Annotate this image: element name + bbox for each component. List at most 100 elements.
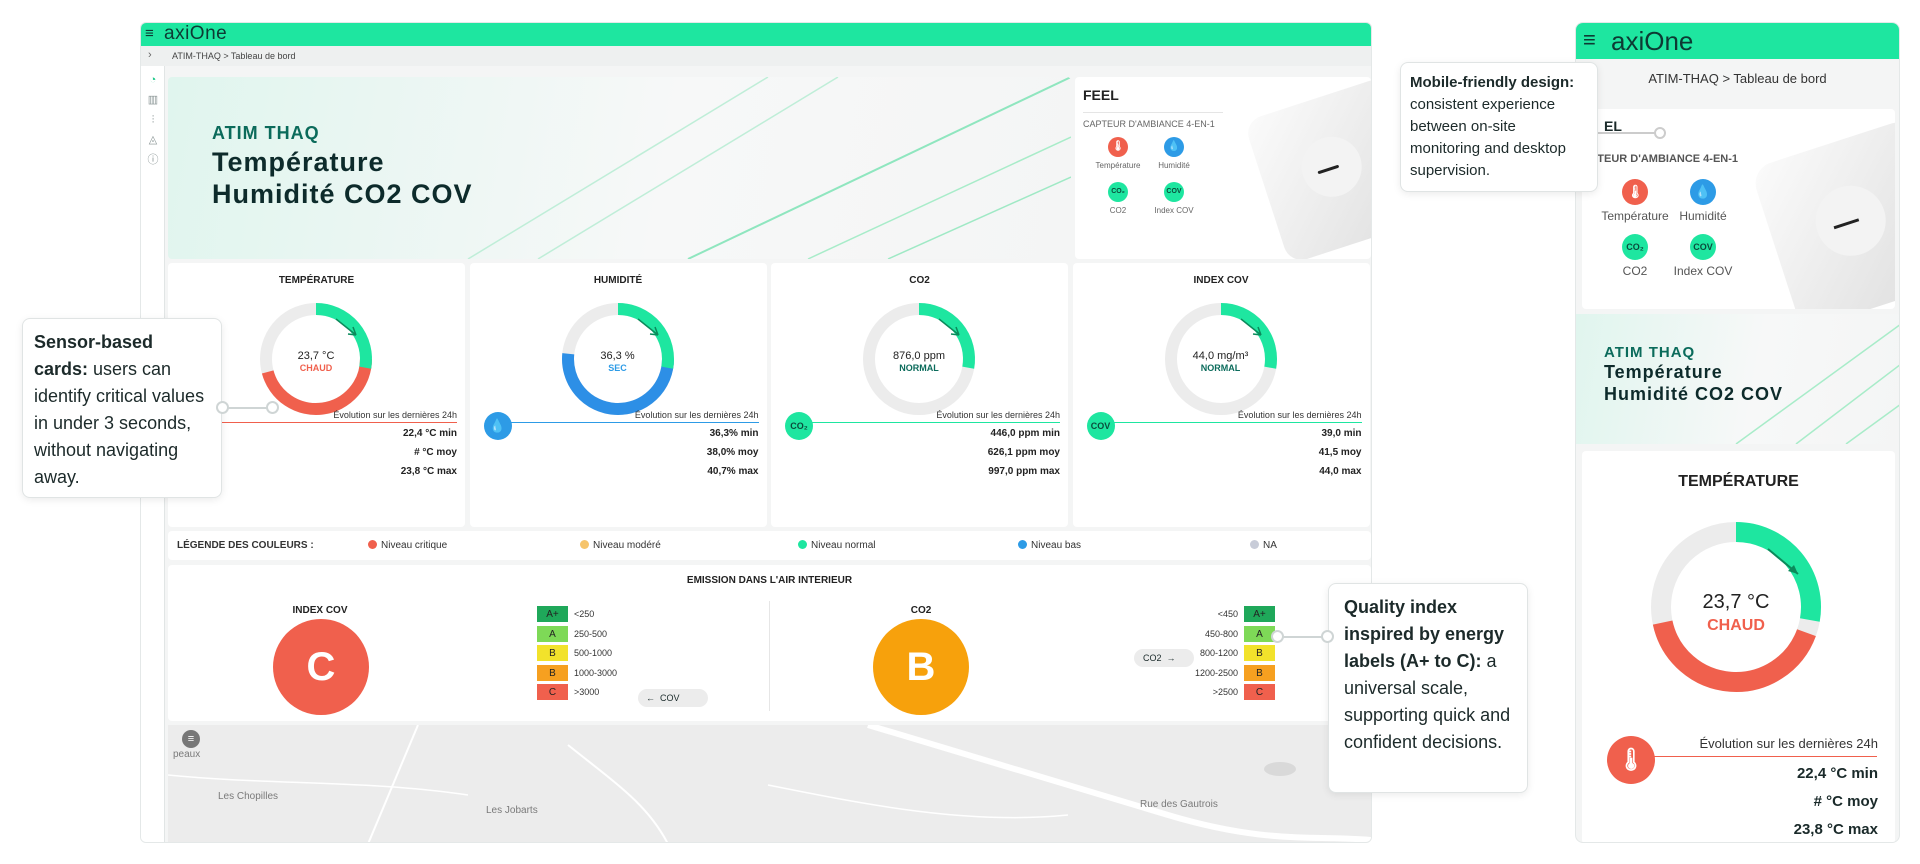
- mobile-min: 22,4 °C min: [1796, 765, 1878, 782]
- desktop-app-window: ≡ axiOne › ATIM-THAQ > Tableau de bord ◔…: [140, 22, 1372, 843]
- mobile-device-card: EL APTEUR D'AMBIANCE 4-EN-1 🌡 Température…: [1582, 109, 1895, 309]
- legend-title: LÉGENDE DES COULEURS :: [177, 540, 314, 551]
- legend-dot: [580, 540, 589, 549]
- map-label: Rue des Gautrois: [1140, 799, 1218, 810]
- cov-pointer-label: COV: [660, 693, 680, 703]
- gauge-level-arc: [261, 358, 372, 415]
- bar-chart-icon[interactable]: ▥: [147, 94, 159, 106]
- stat-min: 446,0 ppm min: [990, 428, 1060, 439]
- gauge-level-arc: [561, 353, 674, 415]
- arrow-left-icon: ←: [646, 693, 655, 703]
- cov-icon: COV: [1690, 234, 1716, 260]
- grade-range: 1200-2500: [1194, 667, 1238, 678]
- mobile-menu-icon[interactable]: ≡: [1583, 27, 1596, 52]
- sensor-callout: Sensor-based cards: users can identify c…: [22, 318, 222, 498]
- stat-max: 997,0 ppm max: [988, 466, 1060, 477]
- grade-range: 1000-3000: [574, 667, 618, 678]
- map-menu-icon[interactable]: ≡: [182, 730, 200, 748]
- stat-max: 44,0 max: [1319, 466, 1362, 477]
- card-title: TEMPÉRATURE: [278, 275, 355, 286]
- evolution-line: [795, 422, 1060, 423]
- device-name: FEEL: [1083, 87, 1119, 103]
- grade-box: B: [1243, 644, 1276, 662]
- sliders-icon[interactable]: ⫶: [151, 114, 155, 126]
- sensor-label: Index COV: [1154, 206, 1194, 215]
- evolution-label: Évolution sur les dernières 24h: [1237, 410, 1362, 420]
- mobile-slider[interactable]: [1594, 132, 1656, 134]
- co2-grade-badge: B: [873, 619, 969, 715]
- location-map[interactable]: ≡ peaux Les Chopilles Les Jobarts Rue de…: [168, 725, 1371, 842]
- thermometer-icon: 🌡: [1622, 179, 1648, 205]
- menu-icon[interactable]: ≡: [145, 25, 154, 42]
- co2-pointer-label: CO2: [1143, 653, 1162, 663]
- connector-dot: [1321, 630, 1334, 643]
- hero-title-line2: Humidité CO2 COV: [212, 179, 473, 209]
- card-title: CO2: [909, 275, 930, 286]
- stat-avg: # °C moy: [414, 447, 457, 458]
- hero-banner: ATIM THAQ Température Humidité CO2 COV: [168, 77, 1071, 259]
- sensor-label: Humidité: [1679, 209, 1727, 223]
- stat-avg: 41,5 moy: [1318, 447, 1362, 458]
- arrow-right-icon: →: [1166, 653, 1176, 663]
- stat-avg: 626,1 ppm moy: [987, 447, 1060, 458]
- quality-callout-text: a universal scale, supporting quick and …: [1344, 651, 1511, 752]
- mobile-top-bar: ≡ axiOne: [1576, 23, 1899, 59]
- gauge-arrow-icon: [637, 318, 659, 336]
- sensor-label: Index COV: [1673, 264, 1733, 278]
- droplet-icon: 💧: [1690, 179, 1716, 205]
- hero-subtitle: ATIM THAQ: [212, 123, 320, 143]
- breadcrumb-bar: › ATIM-THAQ > Tableau de bord: [141, 46, 1371, 66]
- thermometer-icon: 🌡: [1108, 137, 1128, 157]
- legend-dot: [1018, 540, 1027, 549]
- device-photo: [1243, 77, 1371, 259]
- co2-icon: CO₂: [1108, 182, 1128, 202]
- connector-dot: [216, 401, 229, 414]
- grade-box: B: [1243, 663, 1276, 682]
- connector-dot: [266, 401, 279, 414]
- cov-icon: COV: [1164, 182, 1184, 202]
- mobile-breadcrumb[interactable]: ATIM-THAQ > Tableau de bord: [1648, 71, 1827, 86]
- legend-item: Niveau modéré: [580, 540, 661, 551]
- mobile-hero: ATIM THAQ Température Humidité CO2 COV: [1576, 314, 1899, 444]
- grade-box: C: [1243, 683, 1276, 701]
- grade-box: A+: [536, 605, 569, 623]
- sensor-label: Température: [1095, 161, 1141, 170]
- mobile-device-photo: [1749, 116, 1895, 309]
- mobile-hero-title-line1: Température: [1604, 362, 1723, 382]
- expand-chevron-icon[interactable]: ›: [148, 49, 152, 61]
- sensor-card[interactable]: INDEX COV 44,0 mg/m³ NORMAL COV Évolution su…: [1072, 263, 1370, 527]
- legend-dot: [368, 540, 377, 549]
- gauge-value: 44,0 mg/m³: [1192, 350, 1249, 362]
- sensor-card[interactable]: HUMIDITÉ 36,3 % SEC 💧 Évolution sur les dern…: [469, 263, 767, 527]
- gauge-normal-arc: [918, 303, 975, 369]
- cov-grade-label: INDEX COV: [292, 605, 348, 616]
- map-roads: [168, 725, 1371, 842]
- hero-decoration: [467, 77, 1071, 259]
- cov-pointer: ← COV: [638, 689, 708, 707]
- gauge-arrow-icon: [335, 318, 357, 336]
- stat-min: 39,0 min: [1321, 428, 1362, 439]
- gauge-normal-arc: [617, 303, 674, 369]
- grade-range: 800-1200: [1199, 648, 1238, 658]
- mobile-view: ≡ axiOne ATIM-THAQ > Tableau de bord EL …: [1575, 22, 1900, 843]
- sensor-label: CO2: [1109, 206, 1127, 215]
- gauge-value: 36,3 %: [600, 350, 635, 362]
- breadcrumb[interactable]: ATIM-THAQ > Tableau de bord: [172, 51, 296, 61]
- grade-box: A+: [1243, 605, 1276, 623]
- app-logo: axiOne: [164, 23, 228, 44]
- info-icon[interactable]: ⓘ: [147, 154, 159, 166]
- gauge: [863, 303, 975, 415]
- connector-dot: [1271, 630, 1284, 643]
- grade-range: 250-500: [574, 628, 608, 639]
- slider-handle[interactable]: [1654, 127, 1666, 139]
- mobile-max: 23,8 °C max: [1793, 821, 1878, 838]
- dashboard-icon[interactable]: ◔: [149, 74, 157, 86]
- grade-box: A: [1243, 624, 1276, 643]
- bell-icon[interactable]: ◬: [148, 134, 158, 146]
- sensor-card[interactable]: CO2 876,0 ppm NORMAL CO₂ Évolution sur les d…: [771, 263, 1068, 527]
- gauge: [1164, 303, 1277, 415]
- evolution-line: [192, 422, 457, 423]
- mobile-device-name: EL: [1604, 118, 1622, 134]
- mobile-hero-decoration: [1735, 324, 1899, 444]
- grade-box: A: [536, 624, 569, 643]
